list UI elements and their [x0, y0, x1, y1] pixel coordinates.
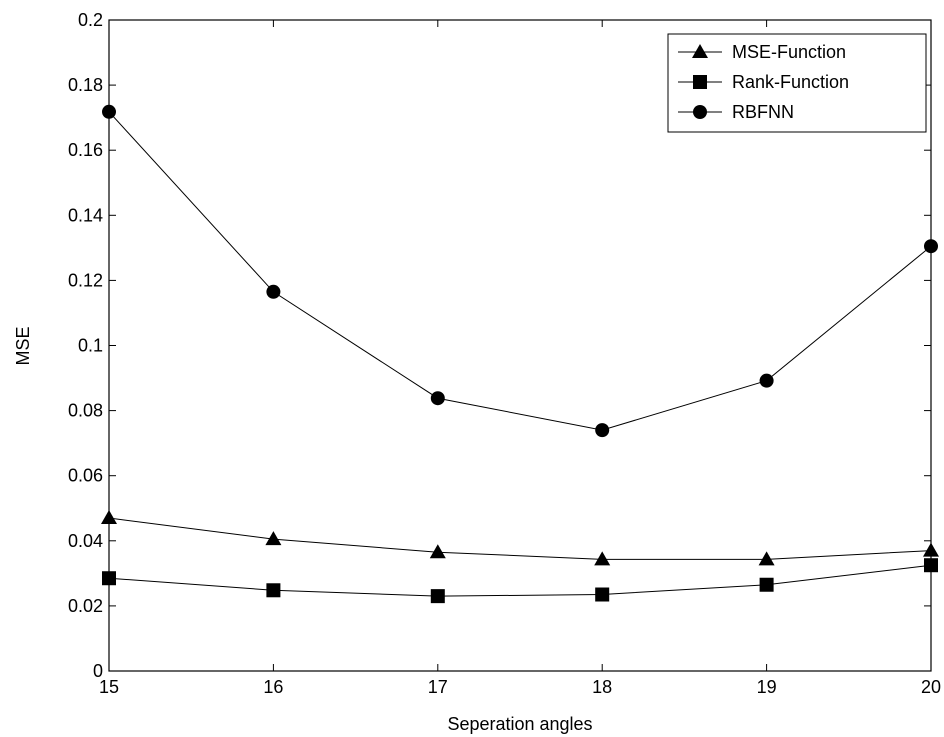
y-axis-ticks: 0 0.02 0.04 0.06 0.08 0.1 0.12 0.14 0.16 0.18 0.2 — [68, 10, 931, 681]
data-point — [266, 284, 281, 299]
y-tick-label: 0 — [93, 661, 103, 681]
y-tick-label: 0.04 — [68, 531, 103, 551]
legend-label: MSE-Function — [732, 42, 846, 62]
series-line — [108, 111, 932, 431]
y-tick-label: 0.12 — [68, 270, 103, 290]
data-point — [758, 551, 775, 566]
data-point — [595, 587, 610, 602]
y-tick-label: 0.08 — [68, 401, 103, 421]
legend-marker — [693, 75, 707, 89]
series-layer — [101, 104, 939, 604]
data-point — [430, 589, 445, 604]
data-point — [265, 531, 282, 546]
series-rbfnn — [102, 104, 938, 438]
y-tick-label: 0.1 — [78, 336, 103, 356]
legend-marker — [693, 105, 707, 119]
series-mse-function — [101, 510, 939, 566]
data-point — [594, 551, 611, 566]
data-point — [924, 239, 938, 254]
data-point — [759, 577, 774, 592]
x-tick-label: 18 — [592, 677, 612, 697]
x-tick-label: 20 — [921, 677, 941, 697]
data-point — [102, 571, 116, 586]
y-tick-label: 0.18 — [68, 75, 103, 95]
legend: MSE-Function Rank-Function RBFNN — [667, 33, 927, 133]
y-tick-label: 0.2 — [78, 10, 103, 30]
data-point — [102, 104, 116, 119]
data-point — [595, 423, 610, 438]
legend-entry: Rank-Function — [678, 72, 849, 92]
data-point — [924, 558, 938, 573]
data-point — [266, 583, 281, 598]
series-line — [108, 517, 932, 560]
legend-label: Rank-Function — [732, 72, 849, 92]
series-line — [108, 564, 932, 597]
data-point — [101, 510, 117, 525]
series-rank-function — [102, 558, 938, 604]
data-point — [923, 542, 939, 557]
legend-entry: MSE-Function — [678, 42, 846, 62]
y-axis-label: MSE — [13, 326, 33, 365]
data-point — [759, 373, 774, 388]
x-tick-label: 15 — [99, 677, 119, 697]
data-point — [429, 544, 446, 559]
y-tick-label: 0.06 — [68, 466, 103, 486]
x-tick-label: 19 — [757, 677, 777, 697]
legend-box — [667, 33, 927, 133]
legend-label: RBFNN — [732, 102, 794, 122]
legend-marker — [692, 44, 708, 58]
x-tick-label: 16 — [263, 677, 283, 697]
x-axis-ticks: 15 16 17 18 19 20 — [99, 20, 941, 697]
x-tick-label: 17 — [428, 677, 448, 697]
y-tick-label: 0.14 — [68, 205, 103, 225]
legend-entry: RBFNN — [678, 102, 794, 122]
data-point — [430, 391, 445, 406]
y-tick-label: 0.02 — [68, 596, 103, 616]
x-axis-label: Seperation angles — [447, 714, 592, 734]
y-tick-label: 0.16 — [68, 140, 103, 160]
